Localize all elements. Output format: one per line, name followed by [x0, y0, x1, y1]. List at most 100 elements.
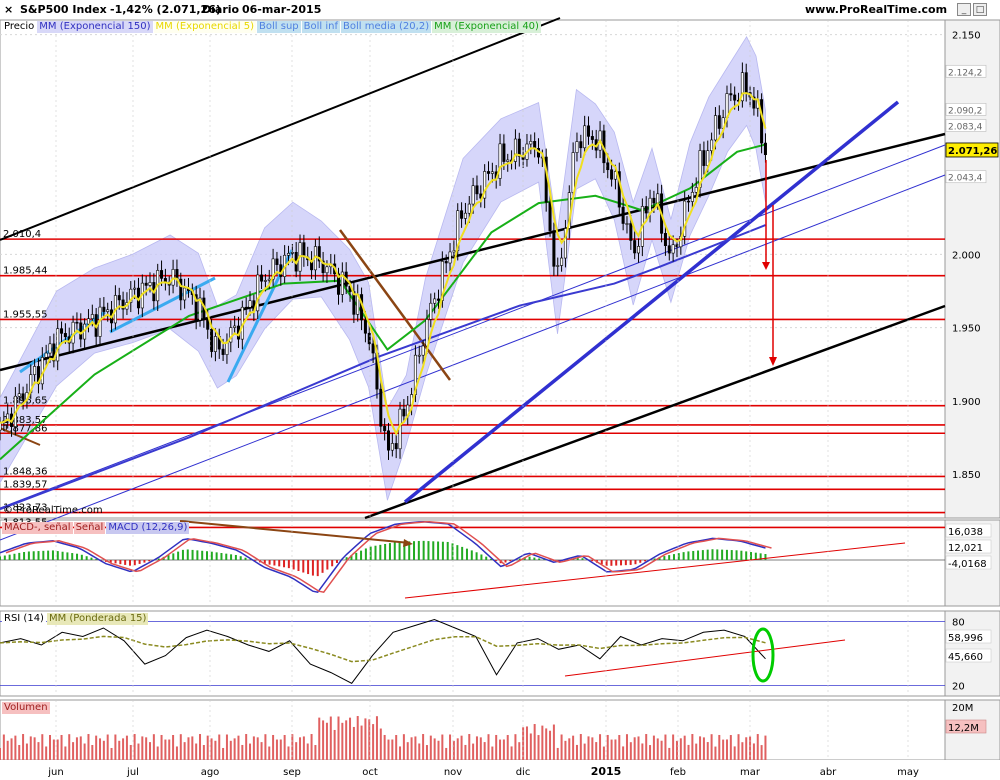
macd-hist-bar [230, 554, 233, 560]
volume-bar [649, 745, 652, 760]
volume-bar [410, 737, 413, 760]
panel-bg [0, 519, 946, 607]
volume-bar [468, 734, 471, 760]
ema5-line [0, 92, 767, 436]
volume-bar [129, 744, 132, 760]
macd-hist-bar [576, 558, 579, 560]
candle-body [129, 288, 133, 303]
volume-bar [583, 743, 586, 760]
price-legend-item[interactable]: Boll sup [257, 21, 301, 33]
macd-hist-bar [750, 552, 753, 560]
candle-body [79, 322, 83, 340]
price-legend-item[interactable]: Precio [2, 21, 37, 33]
macd-legend-item[interactable]: MACD (12,26,9) [106, 522, 190, 534]
candle-body [260, 274, 264, 282]
volume-bar [645, 734, 648, 760]
macd-hist-bar [278, 560, 281, 567]
macd-hist-bar [610, 560, 613, 566]
volume-bar [729, 735, 732, 760]
maximize-icon[interactable]: □ [973, 3, 987, 16]
minimize-icon[interactable]: _ [957, 3, 971, 16]
volume-bar [445, 747, 448, 760]
volume-bar [41, 734, 44, 760]
macd-hist-bar [95, 559, 98, 560]
price-legend-item[interactable]: MM (Exponencial 150) [37, 21, 153, 33]
price-legend-item[interactable]: Boll inf [301, 21, 340, 33]
volume-bar [656, 738, 659, 760]
macd-hist-bar [677, 553, 680, 560]
macd-hist-bar [398, 541, 401, 560]
volume-bar [333, 729, 336, 760]
macd-hist-bar [23, 552, 26, 560]
macd-hist-bar [167, 555, 170, 560]
candle-body [394, 443, 398, 450]
candle-body [513, 138, 517, 162]
candle-body [690, 191, 694, 202]
macd-hist-bar [591, 560, 594, 562]
site-link[interactable]: www.ProRealTime.com [805, 3, 948, 16]
price-legend-item[interactable]: Boll media (20,2) [340, 21, 432, 33]
volume-bar [179, 734, 182, 760]
macd-hist-bar [239, 556, 242, 560]
volume-bar [441, 734, 444, 760]
volume-bar [122, 738, 125, 760]
candle-body [502, 143, 506, 162]
candle-body [17, 393, 21, 397]
macd-tag-bg [945, 539, 992, 554]
volume-bar [99, 738, 102, 760]
volume-bar [233, 738, 236, 760]
macd-hist-bar [345, 557, 348, 560]
macd-hist-bar [13, 553, 16, 560]
macd-hist-bar [485, 556, 488, 560]
candle-body [221, 348, 225, 355]
volume-bar [710, 734, 713, 760]
macd-hist-bar [663, 556, 666, 560]
volume-bar [18, 744, 21, 760]
volume-bar [10, 738, 13, 760]
volume-bar [483, 742, 486, 760]
candle-body [575, 141, 579, 153]
price-legend-item[interactable]: MM (Exponencial 5) [153, 21, 257, 33]
price-legend-item[interactable]: MM (Exponencial 40) [432, 21, 541, 33]
candle-body [579, 141, 583, 149]
volume-legend-item[interactable]: Volumen [2, 702, 50, 714]
macd-hist-bar [480, 554, 483, 560]
macd-hist-bar [196, 550, 199, 560]
volume-bar [37, 742, 40, 760]
month-label: dic [516, 767, 531, 778]
volume-bar [299, 737, 302, 760]
macd-hist-bar [615, 560, 618, 566]
macd-legend-item[interactable]: MACD-, señal [2, 522, 73, 534]
macd-hist-bar [504, 560, 507, 563]
candle-body [117, 295, 121, 301]
candle-body [325, 266, 329, 274]
candle-body [644, 206, 648, 214]
volume-bar [610, 739, 613, 760]
close-icon[interactable]: × [4, 3, 14, 16]
volume-bar [183, 742, 186, 760]
support-label: 1.823,73 [3, 503, 48, 514]
volume-bar [564, 740, 567, 760]
candle-body [498, 143, 502, 179]
macd-legend-item[interactable]: Señal [73, 522, 106, 534]
candle-body [744, 72, 748, 93]
candle-body [321, 260, 325, 274]
volume-bar [460, 735, 463, 760]
macd-hist-bar [379, 544, 382, 560]
macd-hist-bar [668, 555, 671, 560]
rsi-legend-item[interactable]: MM (Ponderada 15) [46, 613, 149, 625]
volume-tick-label: 20M [952, 703, 973, 714]
candle-body [667, 245, 671, 254]
support-label: 1.877,86 [3, 423, 48, 434]
volume-bar [60, 734, 63, 760]
volume-bar [214, 740, 217, 760]
candle-body [244, 306, 248, 309]
volume-bar [52, 739, 55, 760]
candle-body [606, 162, 610, 171]
candle-body [417, 354, 421, 357]
rsi-legend-item[interactable]: RSI (14) [2, 613, 46, 625]
macd-hist-bar [66, 552, 69, 560]
time-axis-bg [0, 760, 1000, 780]
volume-bar [425, 745, 428, 760]
